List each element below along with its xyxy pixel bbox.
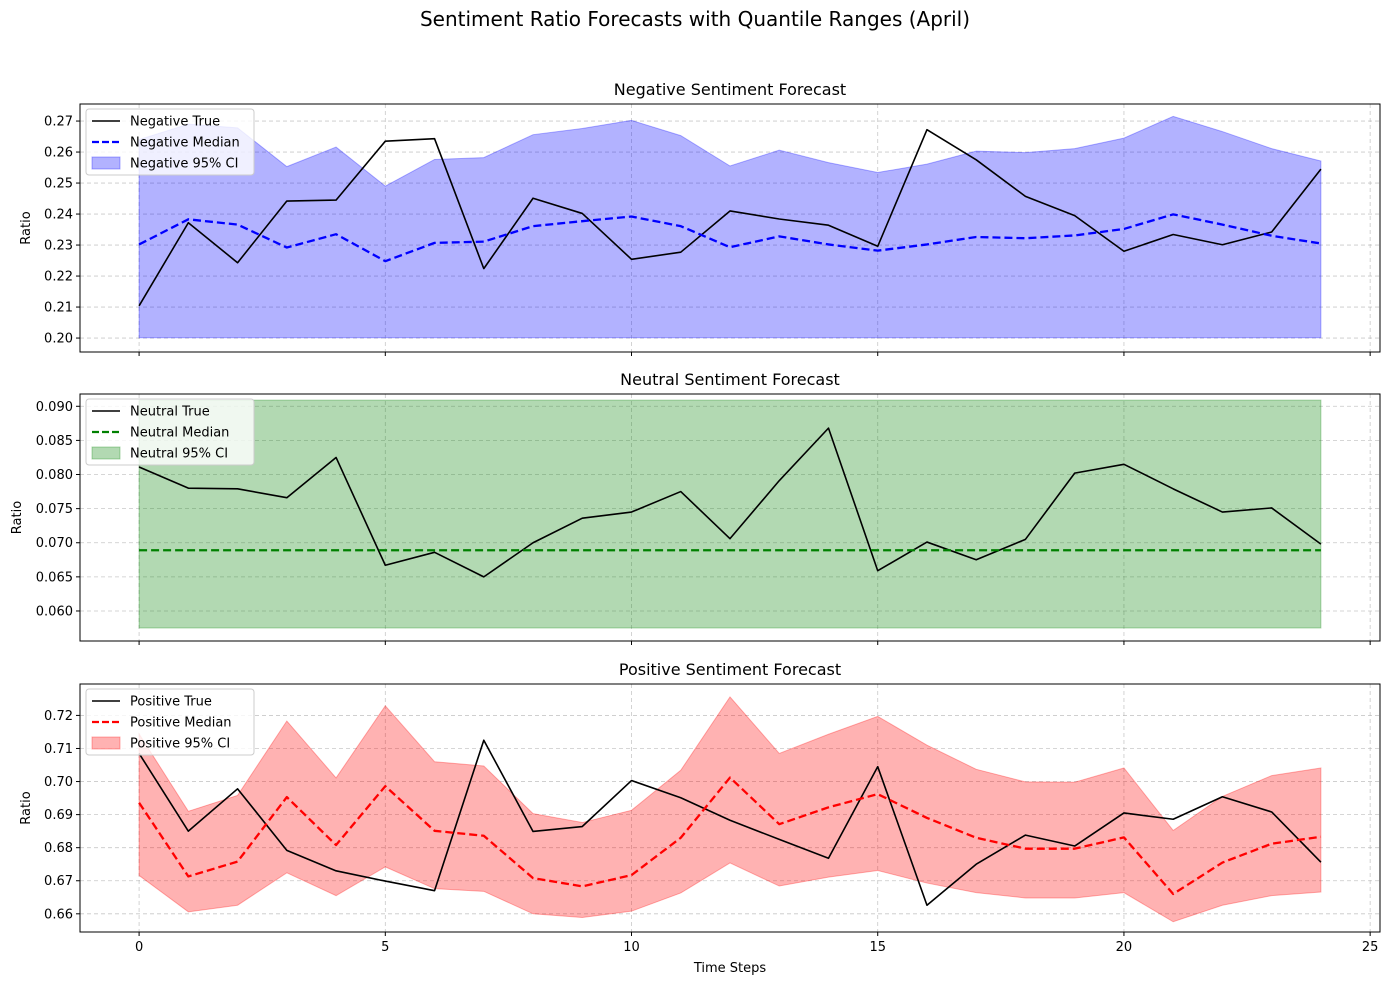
- negative-median-line: [138, 213, 1322, 263]
- neutral-legend-label: Neutral 95% CI: [130, 447, 228, 462]
- negative-axes-frame: [79, 103, 1381, 353]
- positive-y-tick-label: 0.67: [44, 874, 73, 889]
- negative-ci-band: [138, 115, 1322, 339]
- neutral-legend: Neutral True Neutral Median Neutral 95% CI: [85, 398, 255, 466]
- neutral-legend-label: Neutral True: [130, 405, 210, 420]
- positive-y-tick-label: 0.72: [44, 709, 73, 724]
- neutral-y-tick-label: 0.090: [36, 400, 73, 415]
- positive-y-tick-label: 0.66: [44, 907, 73, 922]
- neutral-y-tick-label: 0.080: [36, 468, 73, 483]
- neutral-panel-title: Neutral Sentiment Forecast: [620, 370, 840, 389]
- positive-legend-label: Positive 95% CI: [130, 737, 230, 752]
- neutral-y-tick-label: 0.075: [36, 502, 73, 517]
- negative-y-tick-label: 0.21: [44, 301, 73, 316]
- negative-y-tick-label: 0.26: [44, 146, 73, 161]
- subplots: 0.20 0.21 0.22 0.23 0.24 0.25 0.26 0.27 Negative…: [10, 80, 1381, 976]
- neutral-legend-label: Neutral Median: [130, 426, 229, 441]
- negative-y-tick-label: 0.25: [44, 177, 73, 192]
- negative-panel: 0.20 0.21 0.22 0.23 0.24 0.25 0.26 0.27 Negative…: [19, 80, 1381, 356]
- neutral-y-axis-label: Ratio: [10, 501, 25, 534]
- neutral-grid: [80, 394, 1380, 641]
- neutral-true-line: [138, 427, 1322, 578]
- negative-legend-box: [85, 108, 255, 176]
- neutral-panel: 0.060 0.065 0.070 0.075 0.080 0.085 0.090 Neutr…: [10, 370, 1381, 645]
- positive-panel-title: Positive Sentiment Forecast: [619, 660, 841, 679]
- negative-y-axis-label: Ratio: [19, 211, 34, 244]
- positive-y-axis-label: Ratio: [19, 791, 34, 824]
- neutral-ci-band: [138, 399, 1322, 629]
- neutral-legend-swatch-ci: [91, 446, 121, 460]
- positive-y-tick-label: 0.69: [44, 808, 73, 823]
- positive-legend-box: [85, 688, 255, 756]
- negative-legend-label: Negative True: [130, 115, 220, 130]
- positive-x-tick-label: 25: [1362, 940, 1379, 955]
- negative-grid: [80, 104, 1380, 352]
- positive-legend-label: Positive True: [130, 695, 212, 710]
- positive-x-tick-label: 20: [1116, 940, 1133, 955]
- negative-legend: Negative True Negative Median Negative 95%…: [85, 108, 255, 176]
- figure-title: Sentiment Ratio Forecasts with Quantile …: [420, 7, 970, 31]
- positive-x-axis-label: Time Steps: [693, 961, 767, 976]
- neutral-y-tick-label: 0.060: [36, 604, 73, 619]
- neutral-y-tick-label: 0.065: [36, 570, 73, 585]
- negative-legend-label: Negative 95% CI: [130, 157, 238, 172]
- positive-legend-label: Positive Median: [130, 716, 232, 731]
- positive-y-tick-label: 0.71: [44, 742, 73, 757]
- negative-y-tick-label: 0.23: [44, 239, 73, 254]
- negative-legend-label: Negative Median: [130, 136, 240, 151]
- negative-panel-title: Negative Sentiment Forecast: [614, 80, 846, 99]
- negative-y-tick-label: 0.27: [44, 115, 73, 130]
- negative-true-line: [138, 128, 1322, 307]
- positive-x-tick-label: 5: [381, 940, 389, 955]
- positive-ci-band: [138, 696, 1322, 923]
- positive-x-tick-label: 10: [623, 940, 640, 955]
- positive-legend-swatch-ci: [91, 736, 121, 750]
- positive-true-line: [138, 739, 1322, 907]
- neutral-y-tick-label: 0.085: [36, 434, 73, 449]
- negative-y-tick-label: 0.20: [44, 332, 73, 347]
- positive-x-tick-label: 15: [869, 940, 886, 955]
- negative-y-tick-label: 0.22: [44, 270, 73, 285]
- neutral-legend-box: [85, 398, 255, 466]
- positive-grid: [80, 684, 1380, 932]
- neutral-y-tick-label: 0.070: [36, 536, 73, 551]
- positive-y-tick-label: 0.68: [44, 841, 73, 856]
- positive-median-line: [138, 776, 1322, 896]
- positive-y-tick-label: 0.70: [44, 775, 73, 790]
- positive-panel: 0.66 0.67 0.68 0.69 0.70 0.71 0.72 0 5 10 15 20 25 Po…: [19, 660, 1381, 976]
- positive-legend: Positive True Positive Median Positive 95%…: [85, 688, 255, 756]
- negative-y-tick-label: 0.24: [44, 208, 73, 223]
- negative-legend-swatch-ci: [91, 156, 121, 170]
- positive-axes-frame: [79, 683, 1381, 933]
- positive-x-tick-label: 0: [135, 940, 143, 955]
- neutral-axes-frame: [79, 393, 1381, 642]
